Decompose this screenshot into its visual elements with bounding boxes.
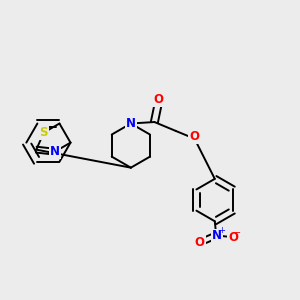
Text: N: N (50, 145, 60, 158)
Text: N: N (212, 230, 222, 242)
Text: +: + (218, 226, 225, 235)
Text: S: S (40, 126, 48, 139)
Text: O: O (189, 130, 199, 143)
Text: −: − (233, 228, 241, 238)
Text: O: O (228, 231, 238, 244)
Text: O: O (195, 236, 205, 249)
Text: N: N (126, 117, 136, 130)
Text: O: O (153, 93, 163, 106)
